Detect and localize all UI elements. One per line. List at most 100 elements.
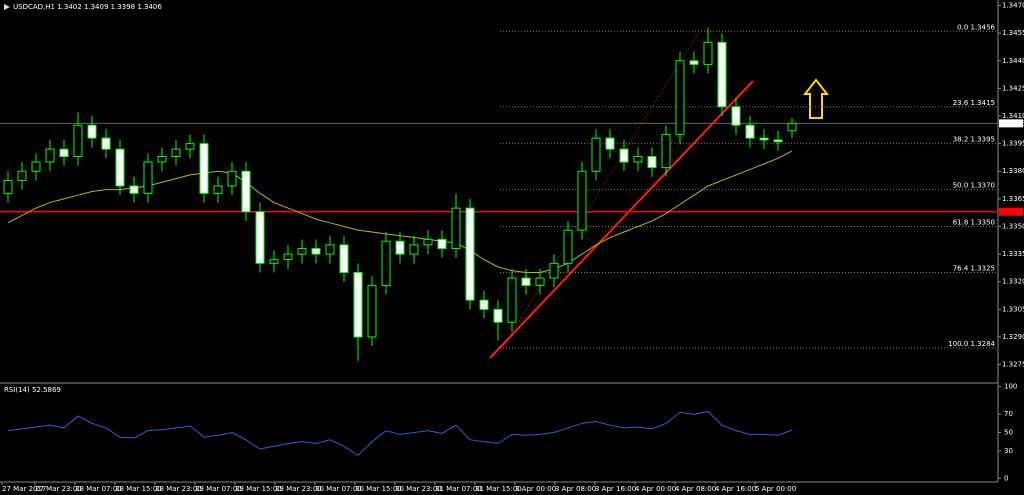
candle-body xyxy=(535,277,545,286)
candle-body xyxy=(689,60,699,65)
candle-body xyxy=(731,106,741,126)
candle-body xyxy=(353,272,363,338)
price-marker-label: 1.3406 xyxy=(1001,119,1024,127)
fib-label: 100.0 1.3284 xyxy=(948,340,995,348)
candle-body xyxy=(143,161,153,194)
candle-body xyxy=(157,156,167,163)
y-tick-label: 1.3290 xyxy=(1002,333,1024,341)
y-tick-label: 1.3275 xyxy=(1002,361,1024,369)
candle-body xyxy=(549,262,559,279)
x-tick-label: 30 Mar 15:00 xyxy=(355,485,402,493)
fib-label: 76.4 1.3325 xyxy=(953,265,995,273)
y-tick-label: 1.3365 xyxy=(1002,195,1024,203)
fib-label: 23.6 1.3415 xyxy=(953,99,995,107)
x-tick-label: 30 Mar 07:00 xyxy=(315,485,362,493)
candle-body xyxy=(605,137,615,150)
x-tick-label: 31 Mar 07:00 xyxy=(435,485,482,493)
candle-body xyxy=(661,133,671,169)
x-tick-label: 30 Mar 23:00 xyxy=(395,485,442,493)
candle-body xyxy=(367,284,377,338)
x-tick-label: 29 Mar 15:00 xyxy=(235,485,282,493)
candle-body xyxy=(409,244,419,255)
trend-line xyxy=(489,80,754,359)
candle-body xyxy=(241,170,251,213)
fib-label: 61.8 1.3350 xyxy=(953,218,995,226)
rsi-title: RSI(14) 52.5869 xyxy=(4,386,61,394)
y-tick-label: 1.3395 xyxy=(1002,140,1024,148)
candle-body xyxy=(465,207,475,301)
candle-body xyxy=(647,156,657,169)
level-marker xyxy=(999,207,1023,216)
candle-body xyxy=(563,229,573,264)
y-tick-label: 1.3410 xyxy=(1002,112,1024,120)
candle-body xyxy=(759,137,769,141)
y-tick-label: 1.3320 xyxy=(1002,278,1024,286)
candle-body xyxy=(507,277,517,323)
candle-body xyxy=(437,238,447,250)
candle-body xyxy=(451,207,461,250)
x-tick-label: 28 Mar 07:00 xyxy=(75,485,122,493)
y-tick-label: 1.3335 xyxy=(1002,250,1024,258)
candle-body xyxy=(521,277,531,286)
up-arrow xyxy=(802,78,830,119)
candle-body xyxy=(703,41,713,65)
x-tick-label: 31 Mar 15:00 xyxy=(475,485,522,493)
candle-body xyxy=(381,240,391,286)
candle-body xyxy=(31,161,41,172)
fib-label: 0.0 1.3456 xyxy=(957,23,995,31)
x-tick-label: 5 Apr 00:00 xyxy=(755,485,796,493)
candle-body xyxy=(227,170,237,187)
x-tick-label: 4 Apr 08:00 xyxy=(675,485,716,493)
x-tick-label: 27 Mar 23:00 xyxy=(35,485,82,493)
fib-diagonal xyxy=(499,29,701,353)
candle-body xyxy=(87,124,97,139)
rsi-y-tick-label: 30 xyxy=(1004,447,1013,455)
rsi-y-tick-label: 100 xyxy=(1004,383,1017,391)
rsi-y-tick-label: 70 xyxy=(1004,410,1013,418)
candle-body xyxy=(745,124,755,139)
y-tick-label: 1.3305 xyxy=(1002,305,1024,313)
y-tick-label: 1.3455 xyxy=(1002,29,1024,37)
x-tick-label: 28 Mar 15:00 xyxy=(115,485,162,493)
chart-title: USDCAD,H1 1.3402 1.3409 1.3398 1.3406 xyxy=(13,3,162,11)
candle-body xyxy=(129,185,139,194)
x-tick-label: 29 Mar 07:00 xyxy=(195,485,242,493)
candle-body xyxy=(395,240,405,255)
candle-body xyxy=(423,238,433,246)
candle-body xyxy=(171,148,181,158)
x-tick-label: 3 Apr 08:00 xyxy=(555,485,596,493)
candle-body xyxy=(199,143,209,194)
rsi-y-tick-label: 50 xyxy=(1004,429,1013,437)
price-marker xyxy=(999,119,1023,128)
candle-body xyxy=(45,148,55,163)
x-tick-label: 29 Mar 23:00 xyxy=(275,485,322,493)
y-tick-label: 1.3440 xyxy=(1002,57,1024,65)
candle-body xyxy=(185,143,195,150)
candle-body xyxy=(479,299,489,310)
fib-label: 38.2 1.3395 xyxy=(953,136,995,144)
candle-body xyxy=(59,148,69,158)
chart-icon xyxy=(4,4,10,10)
candle-body xyxy=(255,211,265,264)
candle-body xyxy=(773,139,783,143)
candle-body xyxy=(283,253,293,261)
x-tick-label: 3 Apr 00:00 xyxy=(515,485,556,493)
y-tick-label: 1.3470 xyxy=(1002,2,1024,10)
candle-body xyxy=(311,248,321,255)
y-tick-label: 1.3350 xyxy=(1002,222,1024,230)
candle-body xyxy=(633,156,643,163)
candle-body xyxy=(591,137,601,172)
x-tick-label: 3 Apr 16:00 xyxy=(595,485,636,493)
candle-body xyxy=(17,170,27,181)
candle-body xyxy=(297,248,307,255)
candle-body xyxy=(115,148,125,187)
x-tick-label: 4 Apr 16:00 xyxy=(715,485,756,493)
y-tick-label: 1.3380 xyxy=(1002,167,1024,175)
candle-body xyxy=(101,137,111,150)
y-tick-label: 1.3425 xyxy=(1002,84,1024,92)
x-tick-label: 4 Apr 00:00 xyxy=(635,485,676,493)
candle-body xyxy=(675,60,685,135)
x-tick-label: 27 Mar 2017 xyxy=(2,485,46,493)
